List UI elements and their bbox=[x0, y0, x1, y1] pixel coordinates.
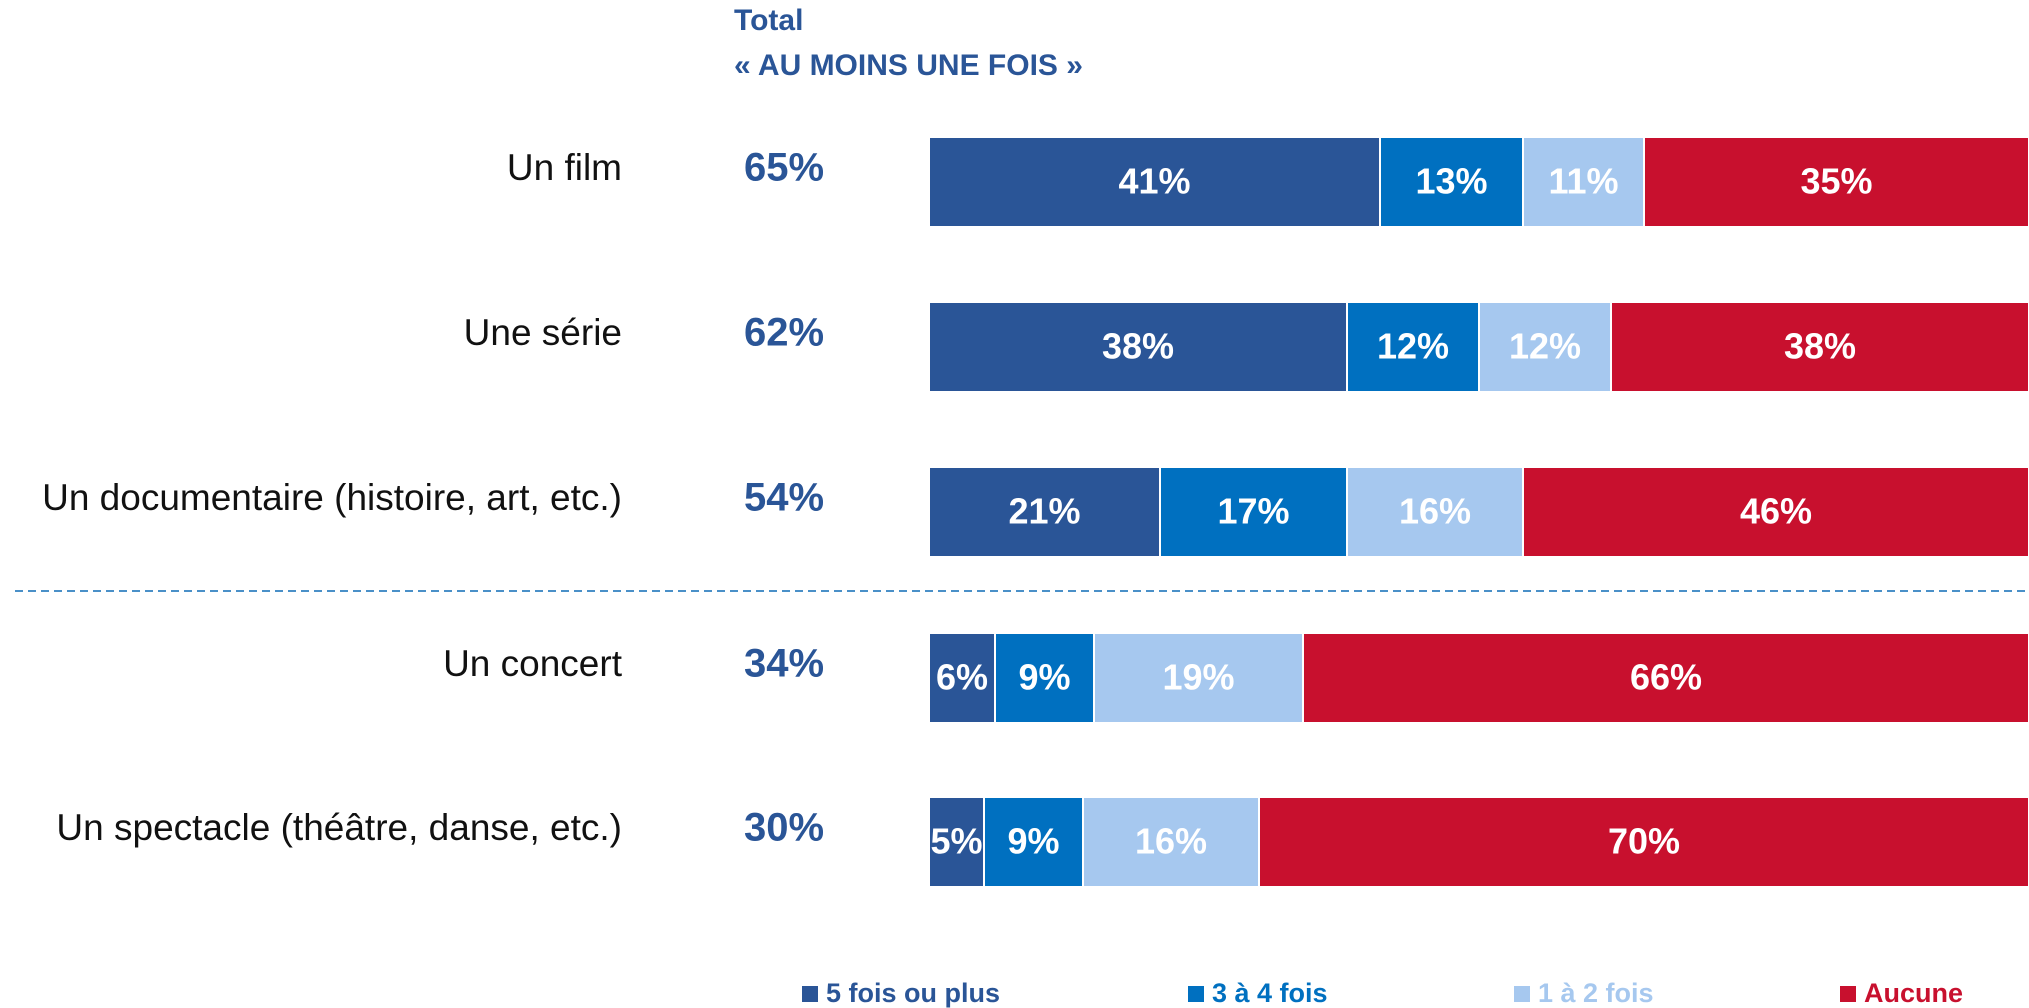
total-label: 65% bbox=[744, 146, 824, 190]
category-label: Un concert bbox=[443, 643, 623, 684]
bar-segment bbox=[1258, 796, 2029, 888]
legend-swatch bbox=[1188, 986, 1204, 1002]
value-label: 5% bbox=[930, 821, 982, 862]
bar-segment bbox=[1478, 301, 1612, 393]
bar-segment bbox=[928, 466, 1161, 558]
value-label: 38% bbox=[1784, 326, 1856, 367]
bar-segment bbox=[928, 796, 985, 888]
category-label: Une série bbox=[464, 312, 622, 353]
bar-segment bbox=[1379, 136, 1524, 228]
value-label: 41% bbox=[1118, 161, 1190, 202]
bar-segment bbox=[1522, 466, 2029, 558]
value-label: 19% bbox=[1162, 657, 1234, 698]
bar-segment bbox=[928, 136, 1381, 228]
value-label: 35% bbox=[1800, 161, 1872, 202]
value-label: 38% bbox=[1102, 326, 1174, 367]
bar-segment bbox=[994, 632, 1095, 724]
bar-segment bbox=[1082, 796, 1260, 888]
value-label: 13% bbox=[1415, 161, 1487, 202]
bar-segment bbox=[1302, 632, 2029, 724]
total-label: 62% bbox=[744, 311, 824, 355]
value-label: 66% bbox=[1630, 657, 1702, 698]
value-label: 21% bbox=[1008, 491, 1080, 532]
value-label: 17% bbox=[1217, 491, 1289, 532]
chart-title: Total bbox=[734, 4, 803, 37]
legend-label: 1 à 2 fois bbox=[1538, 978, 1654, 1008]
legend-swatch bbox=[802, 986, 818, 1002]
bar-segment bbox=[1346, 301, 1480, 393]
legend-swatch bbox=[1514, 986, 1530, 1002]
value-label: 9% bbox=[1007, 821, 1059, 862]
value-label: 16% bbox=[1399, 491, 1471, 532]
value-label: 70% bbox=[1608, 821, 1680, 862]
legend-swatch bbox=[1840, 986, 1856, 1002]
total-label: 30% bbox=[744, 806, 824, 850]
value-label: 6% bbox=[936, 657, 988, 698]
category-label: Un documentaire (histoire, art, etc.) bbox=[42, 477, 622, 518]
bar-segment bbox=[1643, 136, 2029, 228]
value-label: 9% bbox=[1018, 657, 1070, 698]
total-label: 34% bbox=[744, 642, 824, 686]
value-label: 16% bbox=[1135, 821, 1207, 862]
legend-label: 5 fois ou plus bbox=[826, 978, 1000, 1008]
value-label: 11% bbox=[1548, 161, 1618, 202]
value-label: 46% bbox=[1740, 491, 1812, 532]
bar-segment bbox=[1159, 466, 1348, 558]
value-label: 12% bbox=[1377, 326, 1449, 367]
bar-segment bbox=[983, 796, 1084, 888]
value-label: 12% bbox=[1509, 326, 1581, 367]
chart-subtitle: « AU MOINS UNE FOIS » bbox=[734, 49, 1083, 82]
bar-segment bbox=[1093, 632, 1304, 724]
bar-segment bbox=[1522, 136, 1645, 228]
bar-segment bbox=[1610, 301, 2029, 393]
bar-segment bbox=[928, 632, 996, 724]
category-label: Un spectacle (théâtre, danse, etc.) bbox=[56, 807, 622, 848]
total-label: 54% bbox=[744, 476, 824, 520]
bar-segment bbox=[928, 301, 1348, 393]
category-label: Un film bbox=[507, 147, 622, 188]
legend-label: Aucune bbox=[1864, 978, 1963, 1008]
legend-label: 3 à 4 fois bbox=[1212, 978, 1328, 1008]
